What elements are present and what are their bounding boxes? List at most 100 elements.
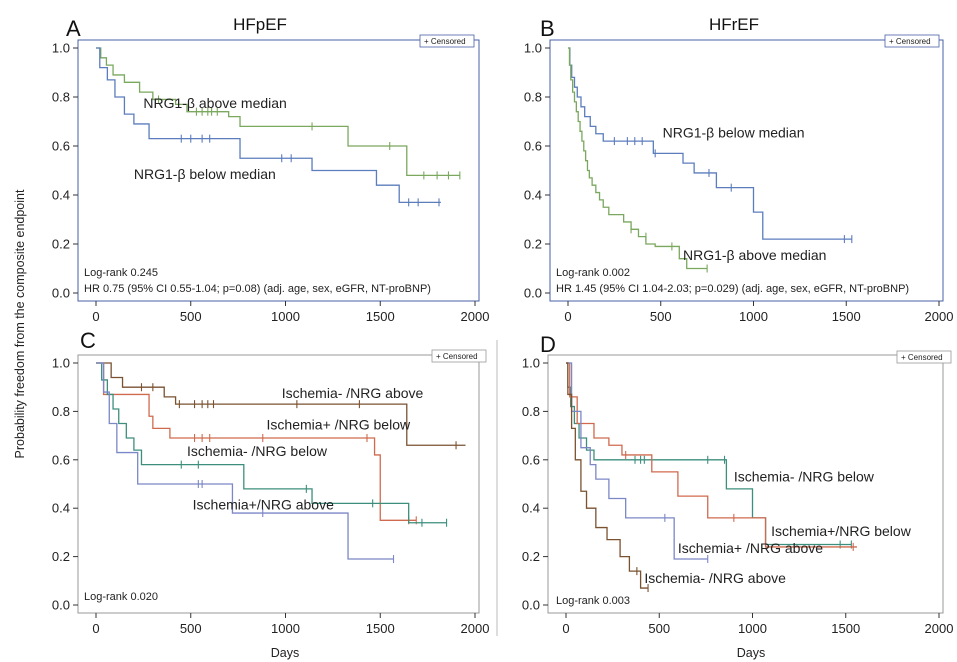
y-tick-label: 0.4 <box>52 188 70 203</box>
legend-box <box>884 34 940 48</box>
x-tick-label: 1500 <box>831 621 860 636</box>
y-tick-label: 0.6 <box>52 452 70 467</box>
panel-d: D 0.0 0.2 0.4 0.6 0.8 1.0 0 500 1000 1500 2000 + Cen… <box>522 332 954 636</box>
y-tick-label: 0.6 <box>522 452 540 467</box>
x-tick-label: 0 <box>564 309 571 324</box>
y-tick-label: 0.2 <box>522 549 540 564</box>
y-tick-label: 0.8 <box>52 90 70 105</box>
y-tick-label: 0.2 <box>52 237 70 252</box>
y-tick-label: 0.8 <box>52 404 70 419</box>
survival-curve <box>96 47 460 177</box>
x-tick-label: 2000 <box>925 309 954 324</box>
x-tick-label: 2000 <box>925 621 954 636</box>
panel-letter: A <box>66 16 81 41</box>
y-tick-label: 0.4 <box>52 501 70 516</box>
hazard-ratio-text: HR 1.45 (95% CI 1.04-2.03; p=0.029) (adj… <box>556 283 909 295</box>
survival-curve <box>566 362 649 589</box>
series-label: Ischemia+ /NRG above <box>678 540 823 556</box>
y-tick-label: 0.4 <box>524 188 542 203</box>
x-tick-label: 1500 <box>832 309 861 324</box>
logrank-text: Log-rank 0.003 <box>556 595 630 607</box>
survival-curve <box>566 362 852 546</box>
y-tick-label: 0.2 <box>52 549 70 564</box>
x-tick-label: 1000 <box>271 309 300 324</box>
series-2: Ischemia- /NRG below <box>96 362 448 527</box>
panel-a: A HFpEF 0.0 0.2 0.4 0.6 0.8 1.0 0 500 1000 1500 2000… <box>52 15 490 324</box>
y-tick-label: 1.0 <box>524 41 542 56</box>
plot-frame <box>547 354 944 614</box>
y-tick-label: 0.8 <box>524 90 542 105</box>
series-2: Ischemia+ /NRG above <box>566 362 823 564</box>
y-tick-label: 1.0 <box>522 356 540 371</box>
x-tick-label: 0 <box>562 621 569 636</box>
legend-label: + Censored <box>436 352 478 361</box>
x-tick-label: 500 <box>650 309 672 324</box>
series-1: Ischemia+/NRG below <box>566 362 912 551</box>
x-tick-label: 500 <box>180 621 202 636</box>
logrank-text: Log-rank 0.002 <box>556 267 630 279</box>
survival-curve <box>96 47 441 203</box>
plot-frame <box>549 39 944 302</box>
series-3: Ischemia- /NRG above <box>566 362 786 593</box>
series-0: NRG1-β below median <box>568 47 853 244</box>
series-label: Ischemia- /NRG above <box>282 385 424 401</box>
x-tick-label: 0 <box>92 309 99 324</box>
y-tick-label: 0.0 <box>524 286 542 301</box>
x-axis-label-right: Days <box>737 646 765 660</box>
series-label: Ischemia+ /NRG below <box>267 417 411 433</box>
legend-box <box>431 349 487 363</box>
hazard-ratio-text: HR 0.75 (95% CI 0.55-1.04; p=0.08) (adj.… <box>84 283 431 295</box>
panel-b: B HFrEF 0.0 0.2 0.4 0.6 0.8 1.0 0 500 1000 1500 2000… <box>524 15 954 324</box>
survival-curve <box>568 47 852 240</box>
x-tick-label: 1500 <box>366 309 395 324</box>
survival-curve <box>96 362 466 446</box>
y-tick-label: 0.8 <box>522 404 540 419</box>
survival-curve <box>96 362 447 524</box>
survival-curve <box>96 362 394 560</box>
y-tick-label: 0.0 <box>52 598 70 613</box>
legend-label: + Censored <box>889 37 931 46</box>
plot-frame <box>77 39 480 302</box>
y-tick-label: 1.0 <box>52 356 70 371</box>
series-label: Ischemia- /NRG below <box>187 443 328 459</box>
series-1: NRG1-β above median <box>568 47 826 273</box>
legend-label: + Censored <box>424 37 466 46</box>
series-0: Ischemia- /NRG below <box>566 362 875 549</box>
y-tick-label: 0.6 <box>52 139 70 154</box>
y-tick-label: 0.6 <box>524 139 542 154</box>
survival-curve <box>566 362 708 560</box>
series-3: Ischemia+/NRG above <box>96 362 395 564</box>
x-tick-label: 500 <box>648 621 670 636</box>
survival-curve <box>568 47 708 270</box>
y-tick-label: 0.4 <box>522 501 540 516</box>
series-label: Ischemia+/NRG above <box>193 496 334 512</box>
censored-legend: + Censored <box>884 34 940 48</box>
series-label: NRG1-β below median <box>663 124 805 140</box>
series-label: Ischemia- /NRG below <box>734 469 875 485</box>
x-tick-label: 1000 <box>739 309 768 324</box>
y-tick-label: 1.0 <box>52 41 70 56</box>
series-label: Ischemia- /NRG above <box>644 570 786 586</box>
x-tick-label: 1500 <box>366 621 395 636</box>
logrank-text: Log-rank 0.020 <box>84 591 158 603</box>
survival-curve <box>566 362 857 548</box>
panel-letter: B <box>540 16 555 41</box>
series-0: NRG1-β above median <box>96 47 461 180</box>
panel-title: HFrEF <box>709 15 759 34</box>
censored-legend: + Censored <box>419 34 475 48</box>
x-tick-label: 2000 <box>461 621 490 636</box>
series-label: NRG1-β below median <box>134 166 276 182</box>
series-label: NRG1-β above median <box>683 247 826 263</box>
plot-frame <box>77 354 480 614</box>
y-tick-label: 0.0 <box>522 598 540 613</box>
panel-c: C 0.0 0.2 0.4 0.6 0.8 1.0 0 500 1000 1500 2000 + Cen… <box>52 328 490 636</box>
y-tick-label: 0.2 <box>524 237 542 252</box>
panels: A HFpEF 0.0 0.2 0.4 0.6 0.8 1.0 0 500 1000 1500 2000… <box>52 15 954 636</box>
panel-title: HFpEF <box>233 15 287 34</box>
series-label: Ischemia+/NRG below <box>771 523 912 539</box>
panel-letter: C <box>80 328 96 353</box>
x-tick-label: 1000 <box>271 621 300 636</box>
y-tick-label: 0.0 <box>52 286 70 301</box>
series-label: NRG1-β above median <box>143 95 286 111</box>
legend-label: + Censored <box>901 353 943 362</box>
